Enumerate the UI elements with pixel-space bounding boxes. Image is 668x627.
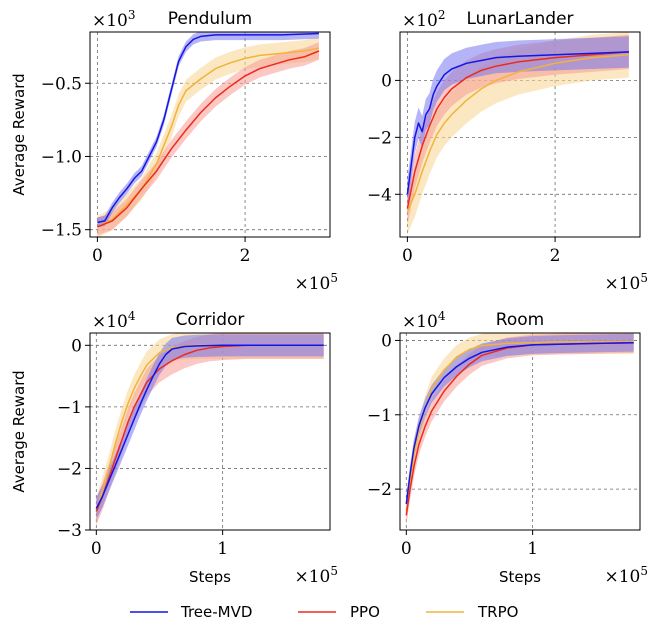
y-multiplier: ×104	[402, 309, 446, 332]
line-tree-mvd	[97, 32, 319, 224]
line-tree-mvd	[405, 341, 634, 505]
legend-label-trpo: TRPO	[477, 603, 518, 621]
axes-frame	[89, 332, 331, 531]
y-tick-label: −0.5	[41, 74, 82, 94]
axes-frame	[89, 31, 331, 238]
band-trpo	[406, 333, 634, 524]
y-axis-label: Average Reward	[10, 73, 28, 195]
plot-area	[95, 333, 324, 526]
y-tick-label: −3	[57, 521, 82, 541]
x-tick-label: 0	[401, 539, 412, 559]
legend-label-tree-mvd: Tree-MVD	[180, 603, 252, 621]
subplot-title: Pendulum	[168, 9, 253, 29]
x-tick-label: 0	[402, 246, 413, 266]
y-tick-label: −2	[367, 480, 392, 500]
line-trpo	[405, 341, 634, 512]
axes-frame	[399, 332, 641, 531]
y-tick-label: 0	[71, 336, 82, 356]
x-multiplier: ×105	[604, 271, 648, 294]
band-ppo	[407, 34, 629, 226]
band-tree-mvd	[96, 334, 324, 520]
y-tick-label: −1.5	[41, 221, 82, 241]
axes-frame	[399, 31, 641, 238]
subplot-corridor: 0 1 −3 −2 −1 0 Corridor ×104 ×105 Average Reward S…	[10, 309, 338, 587]
y-tick-label: −4	[367, 185, 392, 205]
band-ppo	[406, 333, 634, 526]
subplot-lunarlander: 0 2 −4 −2 0 LunarLander ×102 ×105	[367, 8, 648, 294]
line-ppo	[406, 51, 629, 209]
subplot-room: 0 1 −2 −1 0 Room ×104 ×105 Steps	[367, 309, 648, 587]
legend-label-ppo: PPO	[350, 603, 380, 621]
line-tree-mvd	[95, 344, 324, 509]
plot-area	[405, 333, 634, 526]
y-tick-label: −2	[367, 128, 392, 148]
line-ppo	[97, 50, 320, 228]
y-tick-label: 0	[381, 331, 392, 351]
x-tick-label: 1	[527, 539, 538, 559]
x-axis-label: Steps	[189, 568, 231, 586]
plot-area	[406, 32, 629, 235]
band-ppo	[97, 42, 319, 236]
y-tick-label: −1.0	[41, 147, 82, 167]
line-tree-mvd	[406, 51, 629, 195]
x-tick-label: 2	[550, 246, 561, 266]
y-tick-label: −2	[57, 459, 82, 479]
line-trpo	[406, 54, 629, 212]
plot-area	[97, 32, 320, 237]
subplots: 0 2 −1.5 −1.0 −0.5 Pendulum ×103 ×105 Average Re…	[10, 8, 648, 587]
x-multiplier: ×105	[294, 564, 338, 587]
y-multiplier: ×104	[92, 309, 136, 332]
subplot-pendulum: 0 2 −1.5 −1.0 −0.5 Pendulum ×103 ×105 Average Re…	[10, 8, 338, 294]
y-tick-label: 0	[381, 71, 392, 91]
subplot-title: Room	[496, 310, 544, 330]
y-axis-label: Average Reward	[10, 370, 28, 492]
x-tick-label: 1	[217, 539, 228, 559]
x-axis-label: Steps	[499, 568, 541, 586]
y-tick-label: −1	[57, 398, 82, 418]
x-multiplier: ×105	[294, 271, 338, 294]
y-multiplier: ×103	[92, 8, 136, 31]
x-tick-label: 2	[240, 246, 251, 266]
legend: Tree-MVD PPO TRPO	[130, 603, 518, 621]
x-tick-label: 0	[91, 539, 102, 559]
x-multiplier: ×105	[604, 564, 648, 587]
subplot-title: LunarLander	[466, 9, 573, 29]
x-tick-label: 0	[92, 246, 103, 266]
subplot-title: Corridor	[176, 310, 245, 330]
band-tree-mvd	[406, 333, 634, 513]
y-tick-label: −1	[367, 406, 392, 426]
y-multiplier: ×102	[402, 8, 446, 31]
